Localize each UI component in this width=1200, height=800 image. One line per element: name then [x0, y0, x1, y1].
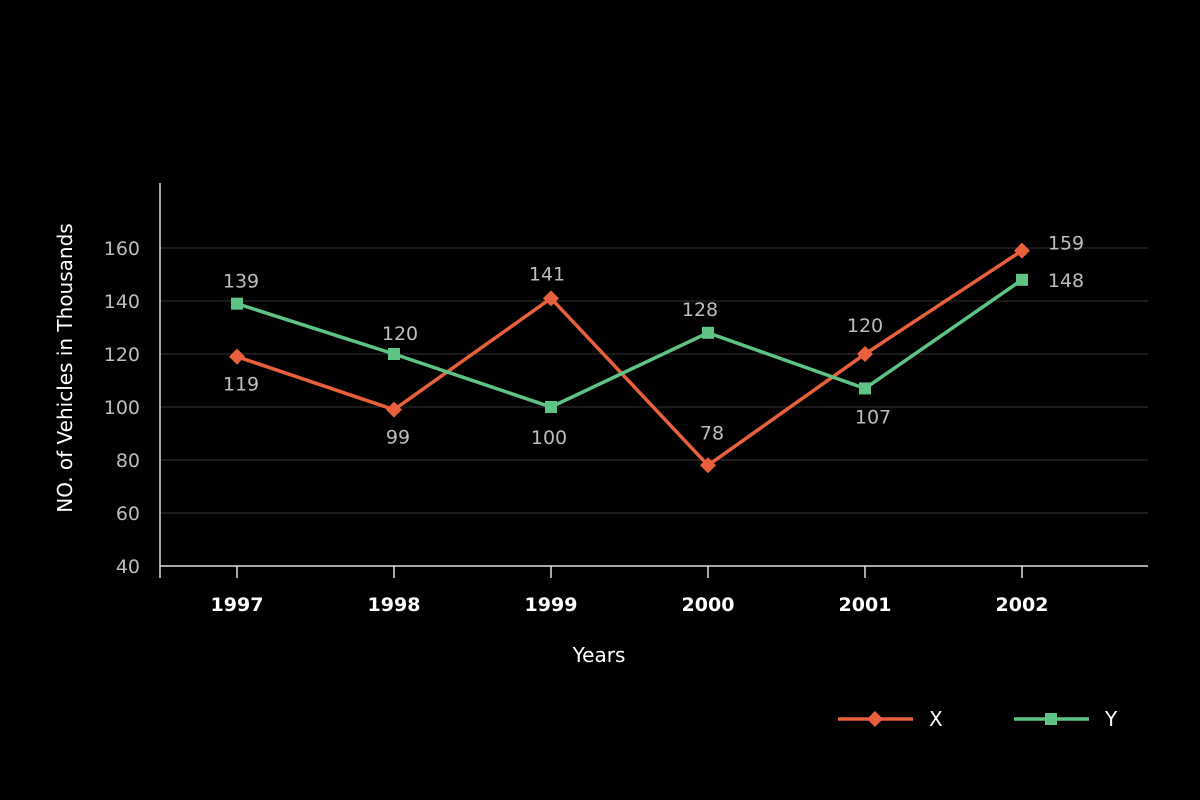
data-point-marker: [231, 297, 243, 310]
y-tick-label: 160: [104, 238, 140, 260]
data-point-marker: [702, 326, 714, 339]
y-tick-label: 60: [116, 503, 140, 525]
series-Y: 139 120 100 128 107 148: [223, 270, 1084, 449]
data-label: 100: [531, 427, 567, 449]
x-tick-label: 2002: [996, 594, 1049, 616]
data-label: 78: [700, 422, 724, 444]
y-tick-label: 140: [104, 291, 140, 313]
x-tick-label: 2000: [682, 594, 735, 616]
x-axis-label: Years: [572, 643, 626, 667]
legend-label: X: [929, 707, 943, 731]
x-tick-label: 2001: [839, 594, 892, 616]
data-label: 141: [529, 263, 565, 285]
data-point-marker: [388, 348, 400, 360]
y-tick-label: 100: [104, 397, 140, 419]
data-label: 159: [1048, 233, 1084, 255]
x-tick-label: 1998: [368, 594, 421, 616]
x-tick-label: 1999: [525, 594, 578, 616]
legend-label: Y: [1104, 707, 1118, 731]
data-label: 148: [1048, 270, 1084, 292]
y-tick-label: 80: [116, 450, 140, 472]
data-point-marker: [1016, 273, 1028, 286]
y-tick-label: 40: [116, 556, 140, 578]
data-point-marker: [857, 346, 873, 362]
series-line-Y: [236, 278, 1023, 409]
series-X: 119 99 141 78 120 159: [223, 233, 1084, 474]
series-group: 119 99 141 78 120 159 139 120 100 128 107 148: [223, 233, 1084, 474]
data-point-marker: [229, 348, 245, 365]
legend-marker: [867, 711, 883, 727]
legend-item-X: X: [838, 707, 943, 731]
data-point-marker: [545, 401, 557, 413]
y-tick-labels: 40 60 80 100 120 140 160: [104, 238, 140, 578]
data-label: 107: [855, 406, 891, 428]
legend-item-Y: Y: [1014, 707, 1118, 731]
legend-marker: [1045, 713, 1057, 725]
data-label: 120: [382, 323, 418, 345]
data-point-marker: [859, 382, 871, 395]
series-line-X: [236, 249, 1023, 468]
data-label: 120: [847, 315, 883, 337]
x-tick-label: 1997: [211, 594, 264, 616]
data-label: 139: [223, 271, 259, 293]
y-tick-label: 120: [104, 344, 140, 366]
y-axis-label: NO. of Vehicles in Thousands: [53, 223, 77, 512]
data-point-marker: [1014, 242, 1030, 259]
data-label: 119: [223, 374, 259, 396]
data-point-marker: [543, 290, 559, 307]
data-point-marker: [700, 457, 716, 474]
data-label: 128: [682, 299, 718, 321]
data-point-marker: [386, 401, 402, 418]
data-label: 99: [386, 427, 410, 449]
x-tick-labels: 1997 1998 1999 2000 2001 2002: [159, 566, 1049, 616]
